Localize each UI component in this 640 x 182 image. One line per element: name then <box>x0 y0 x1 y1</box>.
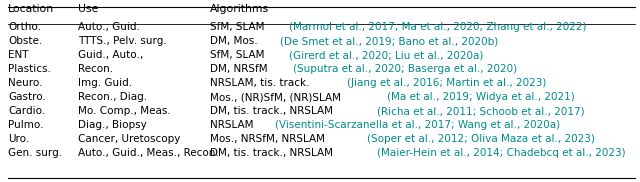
Text: (Suputra et al., 2020; Baserga et al., 2020): (Suputra et al., 2020; Baserga et al., 2… <box>292 64 517 74</box>
Text: (De Smet et al., 2019; Bano et al., 2020b): (De Smet et al., 2019; Bano et al., 2020… <box>280 36 498 46</box>
Text: Auto., Guid.: Auto., Guid. <box>78 22 140 32</box>
Text: Cancer, Uretoscopy: Cancer, Uretoscopy <box>78 134 180 144</box>
Text: Auto., Guid., Meas., Recon.: Auto., Guid., Meas., Recon. <box>78 148 219 158</box>
Text: Recon.: Recon. <box>78 64 113 74</box>
Text: DM, tis. track., NRSLAM: DM, tis. track., NRSLAM <box>210 106 339 116</box>
Text: Mo. Comp., Meas.: Mo. Comp., Meas. <box>78 106 171 116</box>
Text: (Marmol et al., 2017; Ma et al., 2020; Zhang et al., 2022): (Marmol et al., 2017; Ma et al., 2020; Z… <box>289 22 586 32</box>
Text: Algorithms: Algorithms <box>210 4 269 14</box>
Text: (Soper et al., 2012; Oliva Maza et al., 2023): (Soper et al., 2012; Oliva Maza et al., … <box>367 134 595 144</box>
Text: TTTS., Pelv. surg.: TTTS., Pelv. surg. <box>78 36 167 46</box>
Text: Recon., Diag.: Recon., Diag. <box>78 92 147 102</box>
Text: Cardio.: Cardio. <box>8 106 45 116</box>
Text: Mos., NRSfM, NRSLAM: Mos., NRSfM, NRSLAM <box>210 134 332 144</box>
Text: Mos., (NR)SfM, (NR)SLAM: Mos., (NR)SfM, (NR)SLAM <box>210 92 348 102</box>
Text: (Ma et al., 2019; Widya et al., 2021): (Ma et al., 2019; Widya et al., 2021) <box>387 92 575 102</box>
Text: Guid., Auto.,: Guid., Auto., <box>78 50 143 60</box>
Text: Ortho.: Ortho. <box>8 22 41 32</box>
Text: (Richa et al., 2011; Schoob et al., 2017): (Richa et al., 2011; Schoob et al., 2017… <box>377 106 585 116</box>
Text: ENT: ENT <box>8 50 29 60</box>
Text: (Visentini-Scarzanella et al., 2017; Wang et al., 2020a): (Visentini-Scarzanella et al., 2017; Wan… <box>275 120 559 130</box>
Text: Plastics.: Plastics. <box>8 64 51 74</box>
Text: Uro.: Uro. <box>8 134 29 144</box>
Text: Location: Location <box>8 4 54 14</box>
Text: NRSLAM: NRSLAM <box>210 120 260 130</box>
Text: NRSLAM, tis. track.: NRSLAM, tis. track. <box>210 78 316 88</box>
Text: DM, Mos.: DM, Mos. <box>210 36 264 46</box>
Text: Diag., Biopsy: Diag., Biopsy <box>78 120 147 130</box>
Text: Obste.: Obste. <box>8 36 42 46</box>
Text: Use: Use <box>78 4 99 14</box>
Text: Img. Guid.: Img. Guid. <box>78 78 132 88</box>
Text: DM, NRSfM: DM, NRSfM <box>210 64 274 74</box>
Text: Neuro.: Neuro. <box>8 78 42 88</box>
Text: Pulmo.: Pulmo. <box>8 120 44 130</box>
Text: SfM, SLAM: SfM, SLAM <box>210 22 271 32</box>
Text: (Jiang et al., 2016; Martin et al., 2023): (Jiang et al., 2016; Martin et al., 2023… <box>347 78 546 88</box>
Text: DM, tis. track., NRSLAM: DM, tis. track., NRSLAM <box>210 148 339 158</box>
Text: Gastro.: Gastro. <box>8 92 46 102</box>
Text: Gen. surg.: Gen. surg. <box>8 148 62 158</box>
Text: SfM, SLAM: SfM, SLAM <box>210 50 271 60</box>
Text: (Girerd et al., 2020; Liu et al., 2020a): (Girerd et al., 2020; Liu et al., 2020a) <box>289 50 483 60</box>
Text: (Maier-Hein et al., 2014; Chadebcq et al., 2023): (Maier-Hein et al., 2014; Chadebcq et al… <box>377 148 626 158</box>
